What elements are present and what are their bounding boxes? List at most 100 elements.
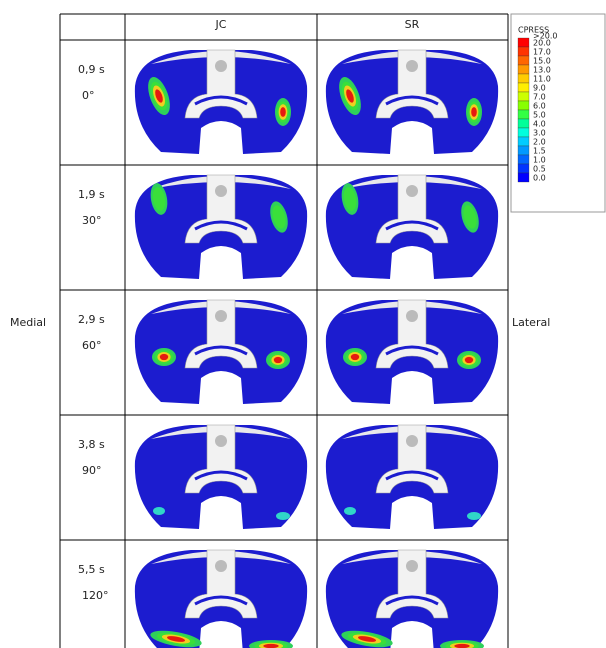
tibia-rim [151, 301, 291, 314]
pressure-zone [344, 507, 356, 515]
legend-label: 2.0 [533, 138, 546, 147]
pressure-spot [148, 76, 170, 116]
pressure-zone [471, 107, 477, 117]
tibia-plot [134, 549, 308, 648]
tibia-rim [151, 551, 291, 564]
pressure-spot [150, 183, 168, 215]
pressure-zone [273, 356, 283, 364]
pressure-spot [276, 512, 290, 520]
legend-label: 7.0 [533, 93, 546, 102]
row-time: 3,8 s [78, 438, 105, 451]
tibia-plot [325, 174, 499, 279]
legend-label: 4.0 [533, 120, 546, 129]
pressure-zone [152, 187, 166, 211]
tibia-plot [134, 424, 308, 529]
legend-swatch [517, 118, 530, 129]
tibia-arch [385, 95, 439, 106]
pressure-spot [341, 183, 359, 215]
tibia-arch [194, 95, 248, 106]
legend-label: 20.0 [533, 39, 551, 48]
pressure-spot [249, 640, 293, 648]
tibia-rim [342, 426, 482, 439]
legend-swatch [517, 100, 530, 111]
pressure-zone [272, 205, 286, 229]
legend-swatch [517, 127, 530, 138]
row-angle: 120° [82, 589, 109, 602]
tibia-arch [194, 220, 248, 231]
legend-label: 9.0 [533, 84, 546, 93]
legend: CPRESS >20.020.017.015.013.011.09.07.06.… [510, 13, 606, 213]
row-angle: 0° [82, 89, 95, 102]
tibia-rim [342, 551, 482, 564]
legend-swatch [517, 82, 530, 93]
legend-label: 13.0 [533, 66, 551, 75]
tibia-arch [385, 220, 439, 231]
tibia-rim [342, 51, 482, 64]
legend-swatch [517, 136, 530, 147]
pressure-spot [150, 630, 202, 648]
column-header: SR [405, 18, 420, 31]
legend-swatch [517, 145, 530, 156]
tibia-rim [151, 176, 291, 189]
tibia-hole [215, 60, 227, 72]
side-label: Medial [10, 316, 46, 329]
pressure-zone [343, 187, 357, 211]
pressure-zone [463, 205, 477, 229]
pressure-zone [276, 512, 290, 520]
table-grid [59, 13, 509, 648]
pressure-spot [339, 76, 361, 116]
tibia-plot [134, 174, 308, 279]
pressure-spot [457, 351, 481, 369]
pressure-spot [153, 507, 165, 515]
tibia-plot [134, 49, 308, 154]
tibia-hole [406, 310, 418, 322]
tibia-hole [215, 435, 227, 447]
tibia-arch [385, 345, 439, 356]
tibia-plot [325, 299, 499, 404]
tibia-hole [406, 560, 418, 572]
legend-swatch [517, 109, 530, 120]
tibia-hole [406, 435, 418, 447]
tibia-hole [406, 185, 418, 197]
row-angle: 90° [82, 464, 102, 477]
pressure-spot [344, 507, 356, 515]
legend-label: 11.0 [533, 75, 551, 84]
tibia-plot [325, 424, 499, 529]
row-angle: 30° [82, 214, 102, 227]
legend-label: 0.0 [533, 174, 546, 183]
tibia-rim [342, 176, 482, 189]
pressure-zone [263, 643, 279, 648]
tibia-rim [151, 51, 291, 64]
pressure-spot [466, 98, 482, 126]
legend-swatch [517, 154, 530, 165]
tibia-arch [385, 470, 439, 481]
legend-title: CPRESS [518, 26, 549, 35]
pressure-zone [280, 107, 286, 117]
tibia-arch [194, 470, 248, 481]
legend-label: 1.0 [533, 156, 546, 165]
pressure-zone [153, 507, 165, 515]
tibia-arch [385, 595, 439, 606]
pressure-spot [467, 512, 481, 520]
pressure-zone [350, 353, 360, 361]
tibia-arch [194, 595, 248, 606]
row-time: 1,9 s [78, 188, 105, 201]
legend-label: 3.0 [533, 129, 546, 138]
legend-swatch [517, 64, 530, 75]
side-label: Lateral [512, 316, 550, 329]
legend-swatch [517, 55, 530, 66]
row-angle: 60° [82, 339, 102, 352]
legend-label: 1.5 [533, 147, 546, 156]
tibia-rim [151, 426, 291, 439]
pressure-spot [341, 630, 393, 648]
pressure-zone [346, 89, 354, 103]
tibia-hole [215, 310, 227, 322]
pressure-zone [155, 89, 163, 103]
tibia-hole [215, 185, 227, 197]
legend-swatch [517, 163, 530, 174]
row-time: 0,9 s [78, 63, 105, 76]
tibia-arch [194, 345, 248, 356]
row-time: 5,5 s [78, 563, 105, 576]
legend-swatch [517, 91, 530, 102]
